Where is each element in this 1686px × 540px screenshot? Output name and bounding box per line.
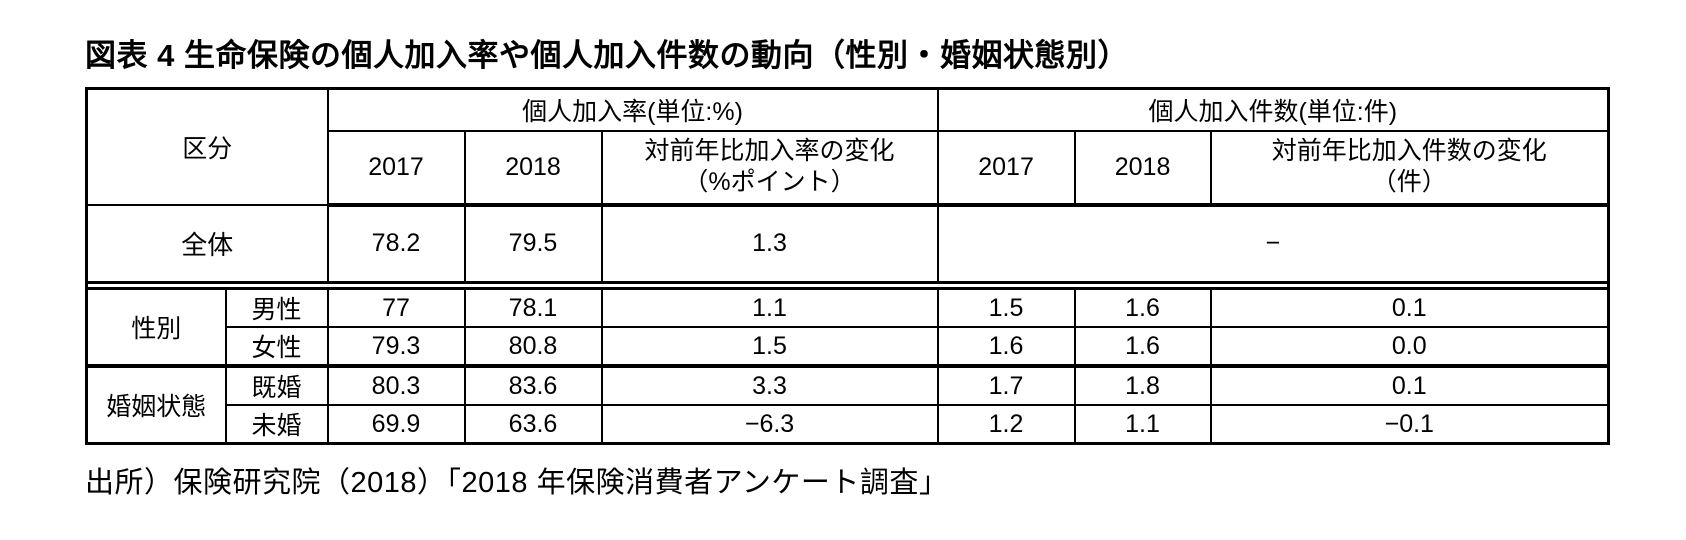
table-header-row-sections: 区分 個人加入率(単位:%) 個人加入件数(単位:件) xyxy=(85,87,1610,206)
cell-male-rate-2017: 77 xyxy=(326,287,466,328)
cell-female-count-change: 0.0 xyxy=(1209,326,1610,367)
cell-overall-rate-2018: 79.5 xyxy=(463,203,603,284)
cell-male-count-2018: 1.6 xyxy=(1073,287,1212,328)
col-header-count-change-line1: 対前年比加入件数の変化 xyxy=(1271,137,1547,165)
cell-married-rate-2017: 80.3 xyxy=(326,364,466,406)
section-header-rate: 個人加入率(単位:%) xyxy=(326,87,939,132)
col-header-count-2018: 2018 xyxy=(1073,129,1212,207)
cell-married-count-2018: 1.8 xyxy=(1073,364,1212,406)
table-row-male: 性別 男性 77 78.1 1.1 1.5 1.6 0.1 xyxy=(85,287,1610,367)
col-header-count-change-line2: （件） xyxy=(1371,168,1447,196)
row-label-female: 女性 xyxy=(224,326,329,367)
cell-unmarried-rate-2017: 69.9 xyxy=(326,404,466,445)
cell-married-rate-2018: 83.6 xyxy=(463,364,603,406)
corner-header-kubun: 区分 xyxy=(85,87,329,206)
col-header-rate-2018: 2018 xyxy=(463,129,603,207)
insurance-enrollment-table: 区分 個人加入率(単位:%) 個人加入件数(単位:件) 2017 2018 対前… xyxy=(85,87,1611,445)
cell-unmarried-count-change: −0.1 xyxy=(1209,404,1610,445)
cell-female-rate-2017: 79.3 xyxy=(326,326,466,367)
cell-overall-rate-2017: 78.2 xyxy=(326,203,466,284)
cell-female-count-2017: 1.6 xyxy=(936,326,1076,367)
group-label-marital: 婚姻状態 xyxy=(85,364,227,445)
cell-unmarried-count-2018: 1.1 xyxy=(1073,404,1212,445)
cell-male-count-2017: 1.5 xyxy=(936,287,1076,328)
cell-unmarried-rate-2018: 63.6 xyxy=(463,404,603,445)
col-header-rate-change-line2: （%ポイント） xyxy=(683,168,856,196)
row-label-overall: 全体 xyxy=(85,203,329,284)
cell-male-rate-change: 1.1 xyxy=(600,287,939,328)
table-row-female: 女性 79.3 80.8 1.5 1.6 1.6 0.0 xyxy=(87,326,1610,367)
cell-married-rate-change: 3.3 xyxy=(600,364,939,406)
cell-unmarried-rate-change: −6.3 xyxy=(600,404,939,445)
row-label-unmarried: 未婚 xyxy=(224,404,329,445)
cell-female-count-2018: 1.6 xyxy=(1073,326,1212,367)
table-header-row-columns: 2017 2018 対前年比加入率の変化 （%ポイント） 2017 2018 対… xyxy=(87,129,1610,207)
block-separator xyxy=(85,281,1610,290)
cell-married-count-2017: 1.7 xyxy=(936,364,1076,406)
col-header-count-2017: 2017 xyxy=(936,129,1076,207)
row-label-married: 既婚 xyxy=(224,364,329,406)
col-header-rate-2017: 2017 xyxy=(326,129,466,207)
cell-male-rate-2018: 78.1 xyxy=(463,287,603,328)
cell-female-rate-2018: 80.8 xyxy=(463,326,603,367)
col-header-rate-change-line1: 対前年比加入率の変化 xyxy=(644,137,895,165)
cell-married-count-change: 0.1 xyxy=(1209,364,1610,406)
cell-male-count-change: 0.1 xyxy=(1209,287,1610,328)
cell-overall-rate-change: 1.3 xyxy=(600,203,939,284)
cell-overall-count-merged: − xyxy=(936,203,1610,284)
col-header-rate-change: 対前年比加入率の変化 （%ポイント） xyxy=(600,129,939,207)
col-header-count-change: 対前年比加入件数の変化 （件） xyxy=(1209,129,1610,207)
table-row-unmarried: 未婚 69.9 63.6 −6.3 1.2 1.1 −0.1 xyxy=(87,404,1610,445)
table-row-married: 婚姻状態 既婚 80.3 83.6 3.3 1.7 1.8 0.1 xyxy=(85,364,1610,445)
block-separator-strip xyxy=(85,281,1610,290)
source-note: 出所）保険研究院（2018）「2018 年保険消費者アンケート調査」 xyxy=(85,467,949,499)
cell-female-rate-change: 1.5 xyxy=(600,326,939,367)
row-label-male: 男性 xyxy=(224,287,329,328)
figure-title: 図表 4 生命保険の個人加入率や個人加入件数の動向（性別・婚姻状態別） xyxy=(85,38,1129,73)
group-label-gender: 性別 xyxy=(85,287,227,367)
cell-unmarried-count-2017: 1.2 xyxy=(936,404,1076,445)
section-header-count: 個人加入件数(単位:件) xyxy=(936,87,1610,132)
table-row-overall: 全体 78.2 79.5 1.3 − xyxy=(85,203,1610,284)
